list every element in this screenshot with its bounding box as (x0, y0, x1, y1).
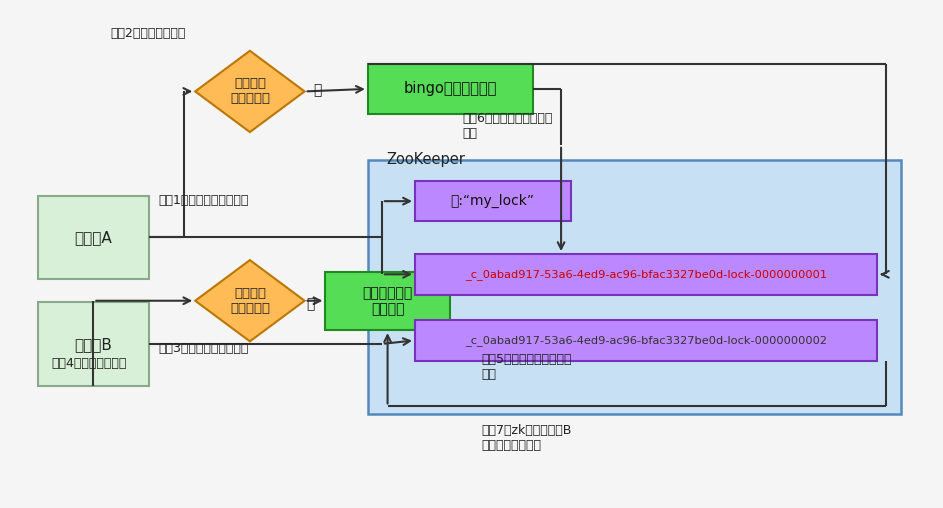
Text: bingo！加锁成功！: bingo！加锁成功！ (404, 81, 497, 97)
FancyBboxPatch shape (415, 254, 877, 295)
Text: 步骤4：判断能否加锁: 步骤4：判断能否加锁 (52, 357, 127, 370)
Text: 步骤6：释放锁，删除顺序
节点: 步骤6：释放锁，删除顺序 节点 (462, 112, 553, 140)
Text: 否: 否 (306, 297, 315, 311)
FancyBboxPatch shape (325, 272, 450, 330)
Text: 是: 是 (313, 83, 322, 98)
Text: 步骤1：创建临时顺序节点: 步骤1：创建临时顺序节点 (158, 194, 249, 207)
Text: 步骤5：监听上一个节点的
变化: 步骤5：监听上一个节点的 变化 (481, 353, 571, 381)
Text: 步骤3：创建临时顺序节点: 步骤3：创建临时顺序节点 (158, 342, 249, 356)
FancyBboxPatch shape (415, 320, 877, 361)
Text: ZooKeeper: ZooKeeper (387, 151, 466, 167)
Text: 给上一个节点
加监听器: 给上一个节点 加监听器 (362, 286, 413, 316)
Text: 客户端B: 客户端B (74, 337, 112, 352)
Text: 我的节点
是否第一个: 我的节点 是否第一个 (230, 77, 270, 106)
FancyBboxPatch shape (415, 181, 571, 221)
Text: 步骤7：zk通知客户端B
监听器：节点删除: 步骤7：zk通知客户端B 监听器：节点删除 (481, 424, 571, 452)
FancyBboxPatch shape (368, 64, 533, 114)
Text: 锁:“my_lock”: 锁:“my_lock” (451, 194, 535, 208)
Text: 客户端A: 客户端A (74, 230, 112, 245)
FancyBboxPatch shape (38, 196, 149, 279)
Polygon shape (195, 51, 305, 132)
FancyBboxPatch shape (38, 302, 149, 386)
Text: 步骤2：判断能否加锁: 步骤2：判断能否加锁 (110, 26, 186, 40)
FancyBboxPatch shape (368, 160, 901, 414)
Polygon shape (195, 260, 305, 341)
Text: 我的节点
是否第一个: 我的节点 是否第一个 (230, 287, 270, 315)
Text: _c_0abad917-53a6-4ed9-ac96-bfac3327be0d-lock-0000000001: _c_0abad917-53a6-4ed9-ac96-bfac3327be0d-… (465, 269, 827, 280)
Text: _c_0abad917-53a6-4ed9-ac96-bfac3327be0d-lock-0000000002: _c_0abad917-53a6-4ed9-ac96-bfac3327be0d-… (465, 335, 827, 346)
